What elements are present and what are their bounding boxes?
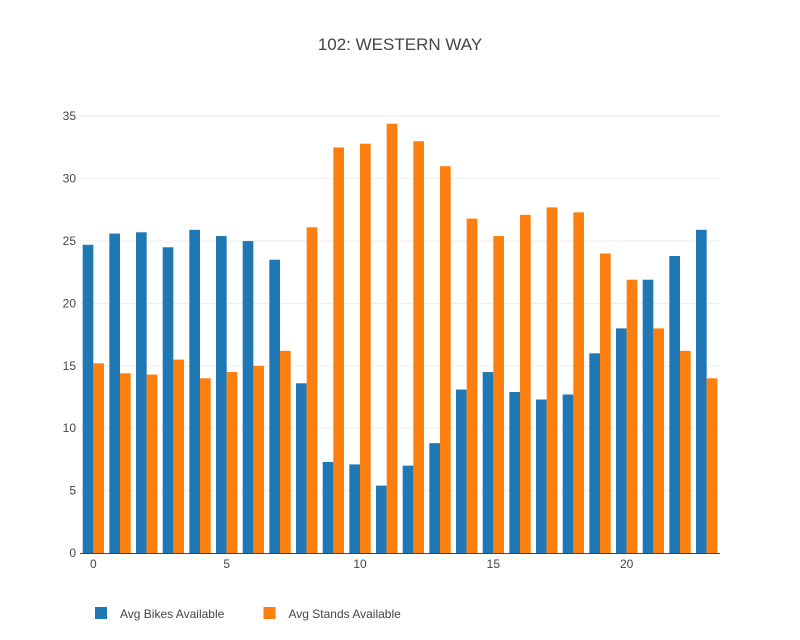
x-tick-label: 5 — [223, 557, 230, 571]
bar[interactable] — [440, 166, 451, 553]
x-tick-label: 15 — [487, 557, 501, 571]
legend-label: Avg Stands Available — [289, 607, 402, 621]
bar[interactable] — [616, 328, 627, 553]
bar[interactable] — [493, 236, 504, 554]
bar[interactable] — [146, 374, 158, 553]
x-tick-label: 20 — [620, 557, 634, 571]
bars — [82, 123, 718, 554]
bar[interactable] — [413, 141, 424, 553]
bar[interactable] — [136, 232, 147, 554]
bar[interactable] — [296, 383, 307, 553]
bar[interactable] — [200, 378, 211, 553]
bar[interactable] — [536, 399, 547, 553]
y-tick-label: 0 — [69, 546, 76, 560]
bar[interactable] — [546, 207, 558, 553]
legend-swatch — [263, 607, 276, 619]
legend-label: Avg Bikes Available — [120, 607, 225, 621]
legend[interactable]: Avg Bikes Available Avg Stands Available — [95, 607, 401, 621]
bar[interactable] — [349, 464, 360, 553]
bar[interactable] — [456, 389, 467, 553]
bar[interactable] — [333, 147, 344, 553]
y-tick-label: 5 — [69, 484, 76, 498]
bar[interactable] — [322, 461, 334, 553]
bar[interactable] — [242, 241, 254, 553]
y-tick-label: 20 — [63, 296, 77, 310]
legend-item[interactable]: Avg Stands Available — [263, 607, 402, 621]
bar[interactable] — [696, 229, 707, 554]
gridlines — [80, 115, 720, 492]
bar[interactable] — [253, 365, 264, 553]
y-tick-label: 15 — [63, 359, 77, 373]
bar[interactable] — [562, 394, 574, 553]
y-tick-label: 35 — [63, 109, 77, 123]
y-tick-label: 25 — [63, 234, 77, 248]
legend-swatch — [95, 607, 107, 619]
bar[interactable] — [626, 279, 638, 553]
bar[interactable] — [653, 328, 664, 553]
y-tick-label: 10 — [63, 421, 77, 435]
legend-item[interactable]: Avg Bikes Available — [95, 607, 225, 621]
bar[interactable] — [173, 359, 184, 553]
bar[interactable] — [706, 378, 718, 553]
bar[interactable] — [82, 244, 94, 553]
bar[interactable] — [226, 372, 238, 553]
bar[interactable] — [466, 218, 478, 553]
bar[interactable] — [120, 373, 131, 553]
bar[interactable] — [162, 247, 174, 553]
bar[interactable] — [680, 350, 691, 553]
bar[interactable] — [280, 350, 291, 553]
bar[interactable] — [216, 236, 227, 554]
series-0 — [82, 229, 707, 554]
x-tick-label: 0 — [90, 557, 97, 571]
chart-title: 102: WESTERN WAY — [318, 35, 482, 54]
bar[interactable] — [669, 256, 680, 553]
bar[interactable] — [642, 279, 654, 553]
bar[interactable] — [93, 363, 104, 553]
bar[interactable] — [520, 214, 531, 553]
bar[interactable] — [402, 465, 414, 553]
y-tick-label: 30 — [63, 172, 77, 186]
bar[interactable] — [429, 443, 440, 553]
bar[interactable] — [189, 229, 200, 554]
bar[interactable] — [509, 392, 520, 553]
x-tick-label: 10 — [353, 557, 367, 571]
bar[interactable] — [376, 485, 387, 553]
axes: 0 5 10 15 20 25 30 35 0 5 10 15 20 — [63, 109, 720, 571]
bar[interactable] — [482, 372, 494, 553]
bar[interactable] — [360, 143, 371, 553]
series-1 — [93, 123, 718, 554]
bar[interactable] — [386, 123, 398, 553]
bar[interactable] — [600, 253, 611, 553]
bar[interactable] — [306, 227, 318, 554]
bar[interactable] — [589, 353, 600, 553]
bar[interactable] — [109, 233, 120, 554]
bar[interactable] — [269, 259, 280, 553]
bar[interactable] — [573, 212, 584, 553]
